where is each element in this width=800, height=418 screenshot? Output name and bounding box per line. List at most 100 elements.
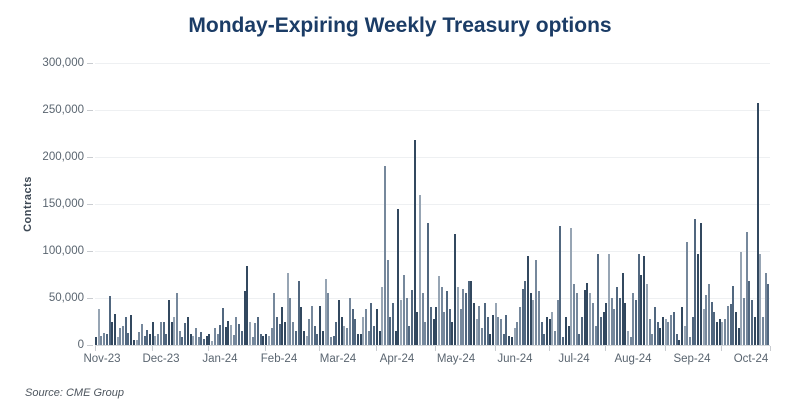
bar xyxy=(246,266,249,345)
bar xyxy=(737,328,740,345)
bar xyxy=(651,333,654,345)
bar xyxy=(594,326,597,345)
bar xyxy=(162,321,165,345)
bar xyxy=(559,225,562,345)
bar xyxy=(308,318,311,345)
bar xyxy=(386,260,389,345)
bar xyxy=(753,316,756,345)
bar xyxy=(667,321,670,345)
bar xyxy=(370,302,373,345)
bar xyxy=(419,194,421,345)
bar xyxy=(340,316,343,345)
bar xyxy=(149,333,151,345)
bar xyxy=(167,299,170,345)
bar xyxy=(105,333,108,345)
bar xyxy=(473,302,475,345)
bar xyxy=(302,330,305,345)
bar xyxy=(216,333,219,345)
bar xyxy=(743,298,745,345)
x-axis-label: Jul-24 xyxy=(558,353,590,365)
bar xyxy=(680,307,683,345)
bar xyxy=(721,322,724,345)
bar xyxy=(257,316,259,345)
bar xyxy=(678,340,681,345)
bar xyxy=(481,328,484,345)
x-tick xyxy=(770,346,771,351)
bar xyxy=(165,333,168,345)
bar xyxy=(521,288,524,345)
bar xyxy=(486,316,489,345)
bar xyxy=(694,219,697,345)
bar xyxy=(421,293,424,345)
y-tick-label: 300,000 xyxy=(42,57,84,69)
y-tick-label: 150,000 xyxy=(42,198,84,210)
bar xyxy=(200,331,203,345)
x-tick xyxy=(605,346,607,351)
bar xyxy=(683,326,686,345)
bar xyxy=(351,309,354,345)
bar xyxy=(653,307,656,345)
bar xyxy=(292,321,295,345)
bar xyxy=(184,323,187,345)
bar xyxy=(416,312,419,345)
bar xyxy=(443,312,446,345)
bar xyxy=(759,253,762,345)
bar xyxy=(624,302,627,345)
bar xyxy=(111,321,114,345)
bar xyxy=(589,293,592,345)
bar xyxy=(230,325,232,345)
bar xyxy=(159,321,162,345)
bar xyxy=(383,166,386,345)
bar xyxy=(529,293,532,345)
bar xyxy=(232,334,235,345)
bar xyxy=(686,241,689,345)
bar xyxy=(618,298,621,345)
x-tick xyxy=(265,346,267,351)
bar xyxy=(135,340,138,345)
x-axis-label: Mar-24 xyxy=(319,353,357,365)
bar xyxy=(543,333,546,345)
bar xyxy=(381,286,384,345)
bar xyxy=(248,321,251,345)
y-tick-label: 200,000 xyxy=(42,151,84,163)
bar xyxy=(227,320,230,345)
bar xyxy=(702,309,705,345)
y-gridline xyxy=(95,156,770,158)
bar xyxy=(278,324,281,345)
bar xyxy=(756,103,759,345)
bar xyxy=(707,283,710,345)
bar xyxy=(402,274,405,345)
bar xyxy=(748,281,751,345)
bar xyxy=(332,335,335,345)
bar xyxy=(113,313,116,345)
bar xyxy=(518,307,521,345)
bar xyxy=(659,328,662,345)
bar xyxy=(427,222,430,345)
y-tick xyxy=(87,109,93,111)
chart-title: Monday-Expiring Weekly Treasury options xyxy=(188,14,612,37)
bar xyxy=(116,337,119,345)
bar xyxy=(705,295,708,345)
bar xyxy=(189,333,192,345)
x-tick xyxy=(548,346,550,351)
bar xyxy=(710,301,713,345)
bar xyxy=(181,337,184,345)
bar xyxy=(524,281,527,345)
bar xyxy=(224,327,227,345)
x-axis-label: Dec-23 xyxy=(142,353,180,365)
bar xyxy=(235,316,238,345)
source-note: Source: CME Group xyxy=(25,387,125,399)
bar xyxy=(208,333,211,345)
y-tick-label: 250,000 xyxy=(42,104,84,116)
bar xyxy=(327,293,330,345)
bar xyxy=(613,309,616,345)
bar xyxy=(761,316,764,345)
x-axis-label: Feb-24 xyxy=(260,353,298,365)
bar xyxy=(672,312,675,345)
bar xyxy=(551,312,554,345)
bar xyxy=(494,302,497,345)
bar xyxy=(367,330,370,345)
bar xyxy=(726,306,729,345)
bar xyxy=(284,321,286,345)
bar xyxy=(394,330,397,345)
